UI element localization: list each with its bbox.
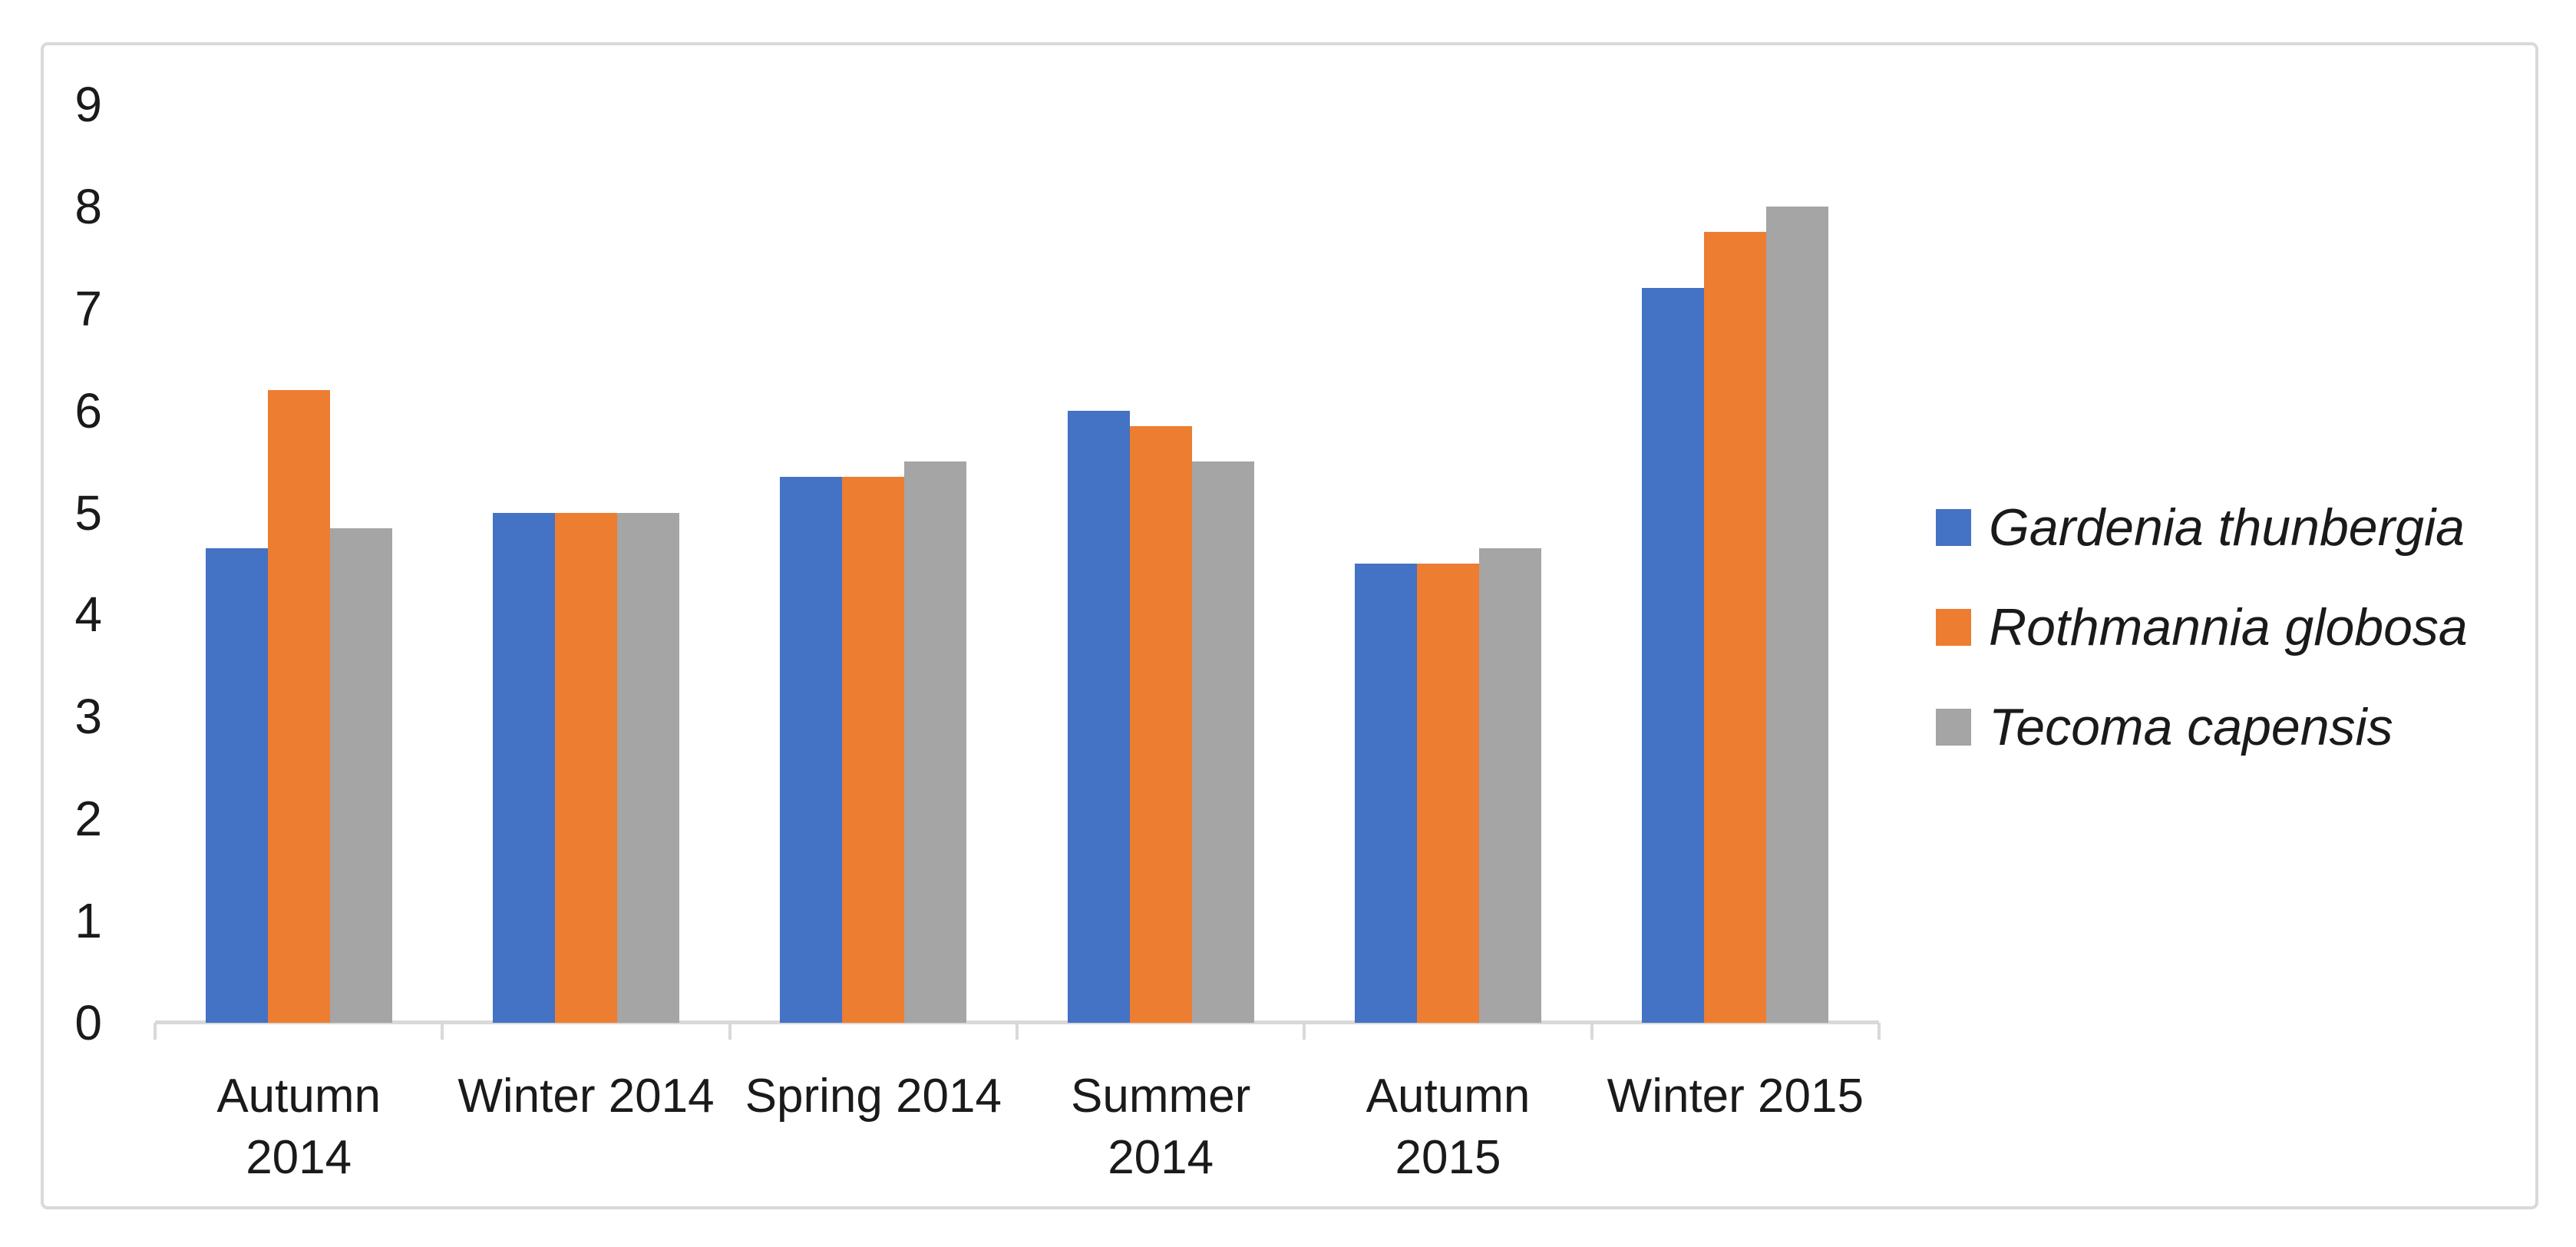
x-axis-category-label: Autumn 2014 [216, 1070, 381, 1184]
y-axis-tick-label: 6 [74, 382, 102, 438]
bar-tecoma-6 [1766, 206, 1829, 1023]
bar-tecoma-1 [329, 528, 392, 1023]
legend-item-rothmannia: Rothmannia globosa [1936, 589, 2468, 666]
bar-gardenia-2 [493, 512, 555, 1023]
bar-gardenia-1 [205, 548, 268, 1023]
bar-rothmannia-5 [1417, 564, 1479, 1023]
legend-marker-tecoma-icon [1936, 709, 1971, 746]
bar-gardenia-6 [1642, 288, 1705, 1023]
y-axis-tick-label: 8 [74, 178, 102, 234]
y-axis-tick-label: 0 [74, 995, 102, 1050]
legend-label-rothmannia: Rothmannia globosa [1989, 598, 2468, 657]
chart-frame: 0 1 2 3 4 5 6 7 8 9 Autumn 2014 Winter 2014 Spring … [41, 42, 2538, 1209]
legend-marker-rothmannia-icon [1936, 609, 1971, 646]
bar-gardenia-4 [1067, 410, 1130, 1023]
legend-item-tecoma: Tecoma capensis [1936, 689, 2393, 766]
legend: Gardenia thunbergia Rothmannia globosa T… [1936, 45, 2550, 1206]
plot-area: Autumn 2014 Winter 2014 Spring 2014 Summer … [154, 104, 1881, 1184]
bar-rothmannia-6 [1704, 232, 1767, 1023]
y-axis-tick-label: 5 [74, 485, 102, 541]
x-axis-category-label: Winter 2015 [1607, 1070, 1864, 1123]
bar-gardenia-3 [780, 477, 843, 1023]
legend-item-gardenia: Gardenia thunbergia [1936, 489, 2465, 566]
y-axis-tick-label: 3 [74, 689, 102, 745]
legend-label-gardenia: Gardenia thunbergia [1989, 498, 2465, 557]
bar-rothmannia-1 [267, 390, 330, 1023]
y-axis-tick-label: 4 [74, 587, 102, 643]
bar-tecoma-4 [1191, 461, 1254, 1023]
legend-marker-gardenia-icon [1936, 509, 1971, 546]
x-axis-tick [728, 1023, 732, 1040]
x-axis-tick [1016, 1023, 1019, 1040]
bar-tecoma-5 [1479, 548, 1541, 1023]
bar-tecoma-3 [904, 461, 967, 1023]
x-axis-category-label: Spring 2014 [745, 1070, 1002, 1123]
x-axis-line [155, 1020, 1879, 1024]
y-axis-tick-label: 7 [74, 280, 102, 336]
legend-label-tecoma: Tecoma capensis [1989, 698, 2393, 756]
x-axis-tick [1303, 1023, 1306, 1040]
bar-rothmannia-3 [842, 477, 905, 1023]
bar-rothmannia-4 [1129, 425, 1192, 1023]
bar-tecoma-2 [617, 512, 679, 1023]
x-axis-category-label: Autumn 2015 [1366, 1070, 1531, 1184]
y-axis-tick-label: 9 [74, 77, 102, 132]
bar-rothmannia-2 [555, 512, 617, 1023]
x-axis-category-label: Summer 2014 [1071, 1070, 1251, 1184]
x-axis-tick [1590, 1023, 1593, 1040]
x-axis-tick [154, 1023, 157, 1040]
x-axis-tick [441, 1023, 444, 1040]
y-axis-tick-label: 1 [74, 893, 102, 949]
x-axis-category-label: Winter 2014 [457, 1070, 715, 1123]
bar-gardenia-5 [1355, 564, 1417, 1023]
y-axis-tick-label: 2 [74, 791, 102, 847]
x-axis-tick [1878, 1023, 1881, 1040]
